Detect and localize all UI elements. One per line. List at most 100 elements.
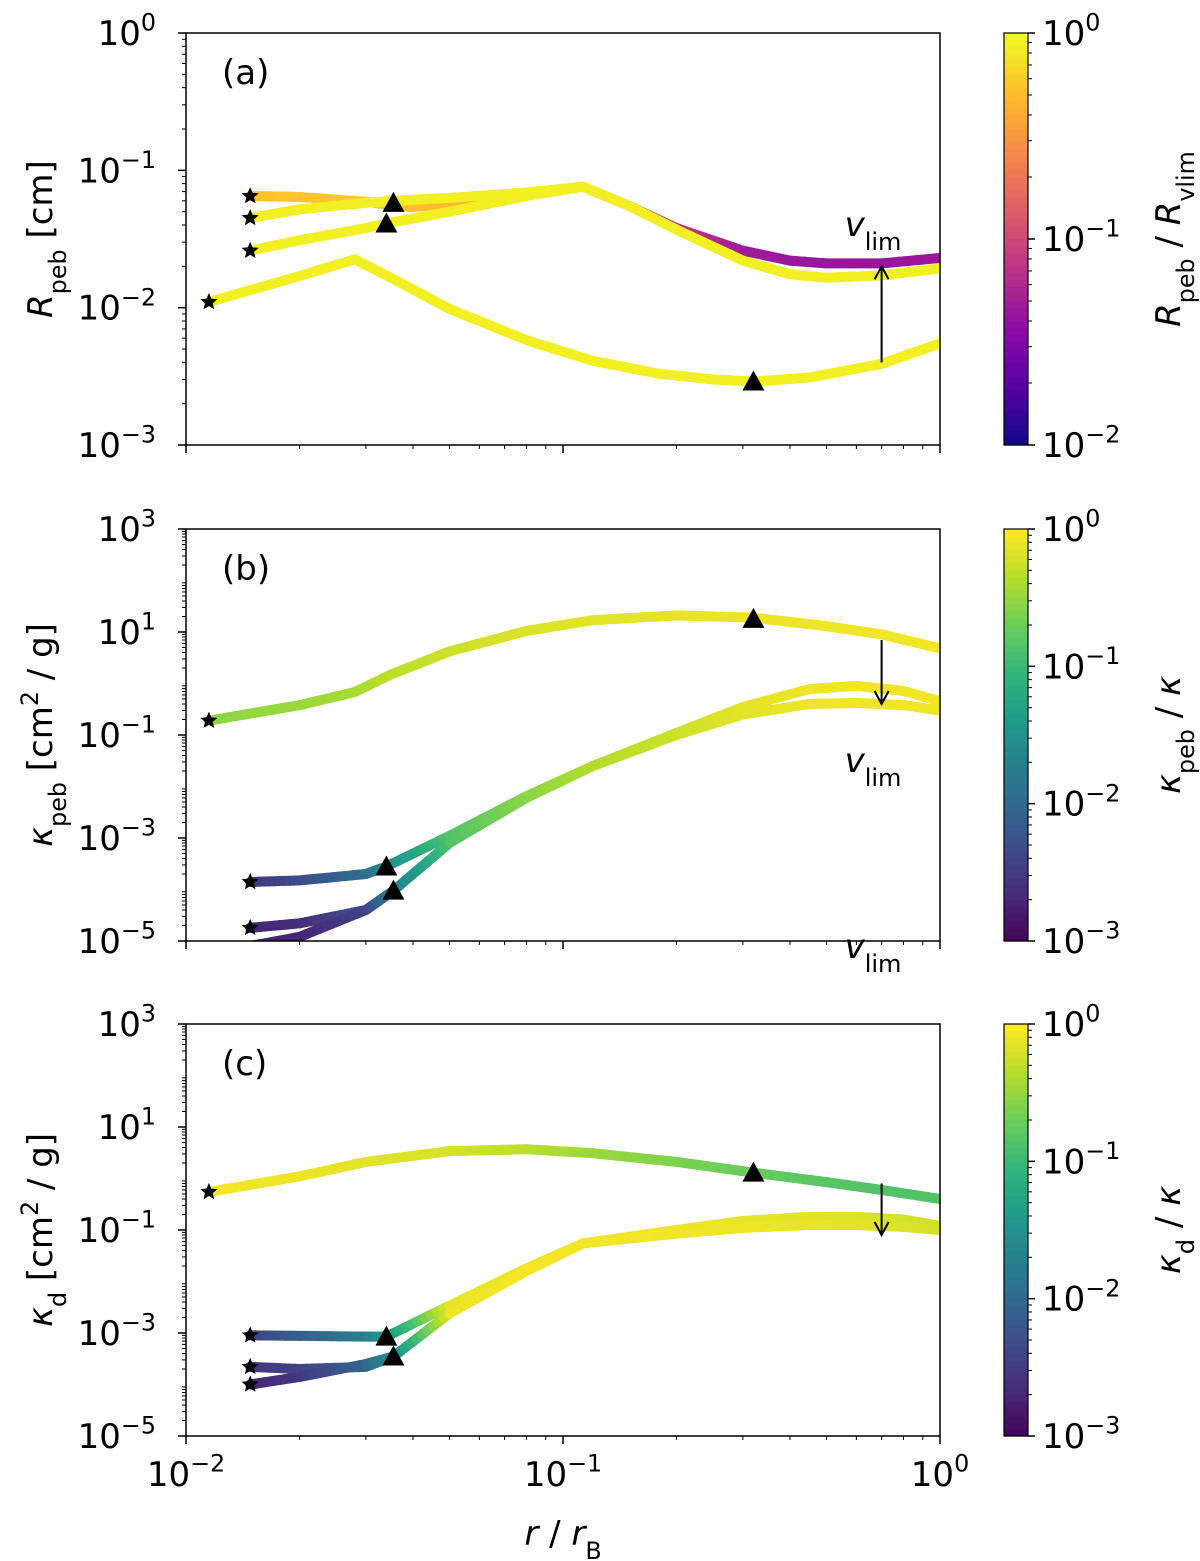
colorbar-segment [1004, 1367, 1028, 1375]
colorbar-segment [1004, 1284, 1028, 1293]
colorbar-segment [1004, 1257, 1028, 1265]
colorbar-segment [1004, 1188, 1028, 1197]
colorbar-segment [1004, 1120, 1028, 1128]
panel-label: (c) [222, 1044, 267, 1084]
colorbar-segment [1004, 693, 1028, 702]
colorbar-segment [1004, 1360, 1028, 1368]
colorbar-segment [1004, 1175, 1028, 1183]
colorbar-segment [1004, 529, 1028, 537]
series-1-line [245, 181, 940, 269]
colorbar-segment [1004, 577, 1028, 585]
colorbar-segment [1004, 659, 1028, 667]
colorbar-segment [1004, 362, 1028, 371]
colorbar-segment [1004, 865, 1028, 873]
panel-c: vlim 10−5 10−3 10−1 101 103 (c) κd [cm2 / g] 100… [16, 927, 1200, 1457]
star-marker [200, 1182, 218, 1200]
colorbar-segment [1004, 1202, 1028, 1210]
shared-x-axis: 10−2 10−1 100 r / rB [147, 1450, 969, 1561]
colorbar-segment [1004, 1147, 1028, 1156]
colorbar-segment [1004, 824, 1028, 832]
colorbar-segment [1004, 335, 1028, 343]
vlim-arrow [873, 264, 890, 363]
colorbar-segment [1004, 611, 1028, 619]
y-tick-label: 103 [98, 505, 156, 550]
colorbar-segment [1004, 570, 1028, 578]
colorbar: 100 10−1 10−2 10−3 κd / κ [1003, 1000, 1200, 1457]
star-marker [241, 241, 259, 258]
panel-label: (a) [222, 53, 269, 93]
x-ticks [185, 1436, 941, 1444]
colorbar-segment [1004, 1326, 1028, 1334]
y-tick-label: 10−1 [78, 146, 156, 191]
series-1-line [203, 610, 940, 726]
colorbar-segment [1004, 1312, 1028, 1320]
series-3-line [245, 1220, 940, 1374]
colorbar-segment [1004, 1243, 1028, 1252]
colorbar-segment [1004, 831, 1028, 839]
colorbar-segment [1004, 1037, 1028, 1046]
colorbar-segment [1004, 920, 1028, 928]
colorbar-segment [1004, 1154, 1028, 1162]
colorbar-segment [1004, 390, 1028, 398]
colorbar-segment [1004, 583, 1028, 592]
colorbar-segment [1004, 417, 1028, 425]
series-3-line [245, 697, 940, 933]
colorbar-segment [1004, 184, 1028, 192]
y-tick-label: 10−3 [78, 814, 156, 859]
triangle-marker [382, 191, 405, 212]
colorbar-segment [1004, 1113, 1028, 1121]
series-4-line [249, 885, 399, 941]
colorbar-tick-label: 10−2 [1042, 421, 1120, 466]
colorbar-segment [1004, 1381, 1028, 1389]
y-tick-label: 10−3 [78, 421, 156, 466]
colorbar-segment [1004, 1236, 1028, 1245]
colorbar-segment [1004, 1195, 1028, 1204]
colorbar-segment [1004, 383, 1028, 391]
colorbar-segment [1004, 1209, 1028, 1217]
colorbar-segment [1004, 796, 1028, 805]
colorbar-tick-label: 10−1 [1042, 215, 1120, 260]
colorbar-segment [1004, 1133, 1028, 1142]
colorbar-segment [1004, 190, 1028, 199]
colorbar-segment [1004, 170, 1028, 178]
colorbar-segment [1004, 810, 1028, 818]
colorbar-segment [1004, 1223, 1028, 1231]
colorbar-segment [1004, 1394, 1028, 1403]
star-marker [241, 209, 259, 226]
colorbar-segment [1004, 355, 1028, 364]
colorbar-segment [1004, 266, 1028, 274]
colorbar-segment [1004, 1127, 1028, 1135]
colorbar-tick-label: 10−3 [1042, 917, 1120, 962]
colorbar-segment [1004, 879, 1028, 887]
colorbar-segment [1004, 410, 1028, 419]
y-axis: 10−5 10−3 10−1 101 103 [78, 505, 186, 962]
x-tick-label: 100 [911, 1450, 969, 1495]
colorbar-segment [1004, 197, 1028, 206]
colorbar-segment [1004, 431, 1028, 439]
colorbar-segment [1004, 273, 1028, 281]
colorbar-segment [1004, 1353, 1028, 1362]
colorbar-segment [1004, 597, 1028, 606]
panel-label: (b) [222, 549, 270, 589]
colorbar-tick-label: 10−3 [1042, 1412, 1120, 1457]
colorbar-segment [1004, 232, 1028, 240]
colorbar-segment [1004, 707, 1028, 715]
colorbar-segment [1004, 211, 1028, 219]
colorbar-tick-label: 100 [1042, 9, 1100, 54]
colorbar-segment [1004, 67, 1028, 75]
star-marker [200, 711, 218, 728]
y-axis-label: κd [cm2 / g] [16, 1133, 72, 1327]
colorbar-segment [1004, 1408, 1028, 1416]
colorbar-segment [1004, 1387, 1028, 1396]
colorbar-segment [1004, 1092, 1028, 1101]
colorbar-segment [1004, 87, 1028, 96]
colorbar-segment [1004, 1099, 1028, 1107]
y-tick-label: 101 [98, 608, 156, 653]
colorbar-segment [1004, 74, 1028, 82]
colorbar-segment [1004, 1401, 1028, 1410]
colorbar-segment [1004, 1085, 1028, 1094]
colorbar-segment [1004, 108, 1028, 116]
colorbar-segment [1004, 348, 1028, 357]
colorbar-segment [1004, 1044, 1028, 1053]
